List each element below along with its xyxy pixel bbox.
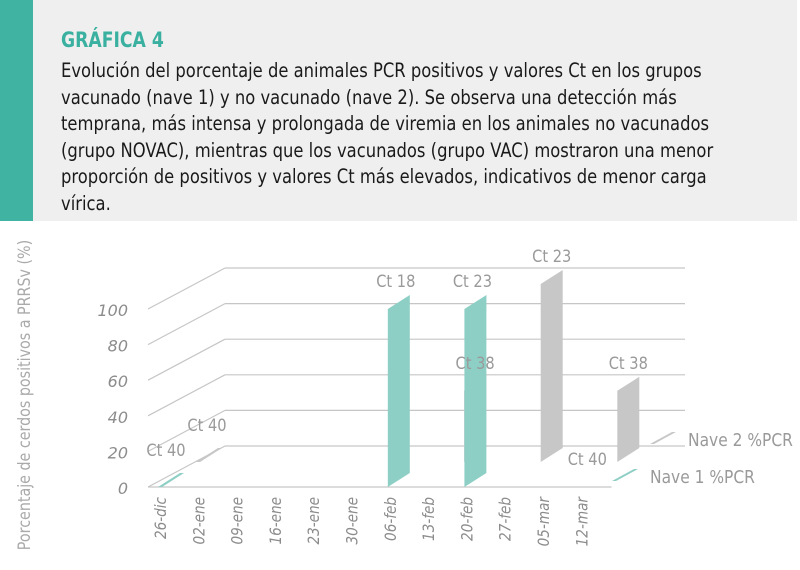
bar-nave2-27-feb <box>540 270 563 462</box>
legend-item: Nave 2 %PCR <box>688 429 793 450</box>
legend-swatch <box>650 432 676 444</box>
data-label: Ct 40 <box>568 449 607 469</box>
gridline-depth <box>147 338 226 381</box>
x-tick-label: 12-mar <box>573 496 591 546</box>
figure-heading: GRÁFICA 4 <box>61 28 164 52</box>
bar-nave1-26-dic <box>158 473 184 487</box>
y-tick-label: 60 <box>108 372 128 391</box>
x-tick-label: 27-feb <box>497 497 515 541</box>
bar-nave2-26-dic <box>196 448 222 462</box>
data-label: Ct 18 <box>376 271 415 291</box>
gridline-depth <box>147 303 226 346</box>
data-label: Ct 38 <box>456 353 495 373</box>
x-tick-label: 13-feb <box>420 497 438 541</box>
y-tick-label: 0 <box>118 479 128 498</box>
gridline-depth <box>147 409 226 452</box>
legend-swatch <box>612 469 638 481</box>
y-tick-label: 20 <box>108 443 128 462</box>
figure-caption: Evolución del porcentaje de animales PCR… <box>61 59 714 215</box>
data-label: Ct 23 <box>453 271 492 291</box>
x-tick-label: 16-ene <box>267 497 285 545</box>
bar-nave1-06-feb <box>387 295 410 487</box>
data-label: Ct 38 <box>609 353 648 373</box>
gridline-depth <box>147 267 226 310</box>
x-tick-label: 06-feb <box>382 497 400 541</box>
x-tick-label: 26-dic <box>152 497 170 539</box>
bar-nave2-12-mar <box>617 376 640 462</box>
x-tick-label: 30-ene <box>343 497 361 545</box>
x-tick-label: 05-mar <box>535 496 553 546</box>
accent-bar <box>0 0 33 221</box>
figure-header <box>0 0 797 221</box>
data-label: Ct 40 <box>187 415 226 435</box>
x-tick-label: 23-ene <box>305 497 323 545</box>
data-label: Ct 40 <box>146 440 185 460</box>
y-tick-label: 100 <box>97 301 128 320</box>
bar-nave1-20-feb <box>464 295 487 487</box>
data-label: Ct 23 <box>532 246 571 266</box>
y-axis-label: Porcentaje de cerdos positivos a PRRSv (… <box>14 240 35 550</box>
x-tick-label: 02-ene <box>190 497 208 545</box>
gridline-depth <box>147 374 226 417</box>
x-tick-label: 20-feb <box>458 497 476 541</box>
y-tick-label: 80 <box>108 337 128 356</box>
y-tick-label: 40 <box>108 408 128 427</box>
x-tick-label: 09-ene <box>229 497 247 545</box>
legend-item: Nave 1 %PCR <box>650 466 755 487</box>
